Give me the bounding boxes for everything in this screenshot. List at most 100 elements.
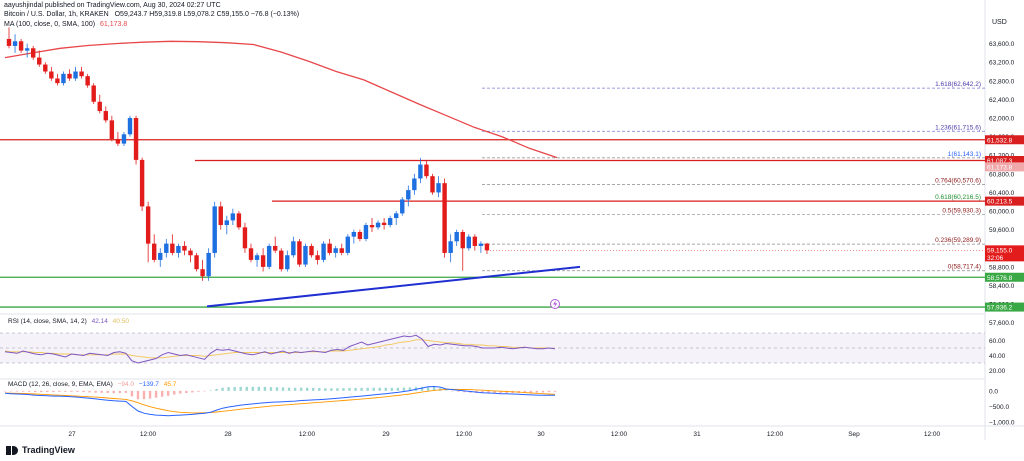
macd-histogram-bar [432, 386, 436, 391]
macd-histogram-bar [312, 387, 315, 391]
macd-histogram-bar [82, 390, 85, 393]
macd-histogram-bar [70, 390, 73, 392]
candle-body [351, 231, 357, 237]
time-tick-label: 28 [224, 431, 232, 438]
tradingview-brand: TradingView [6, 445, 75, 455]
macd-histogram-bar [251, 386, 255, 391]
candle-body [43, 64, 48, 72]
candle-body [31, 48, 36, 58]
candle-body [230, 213, 236, 221]
rsi-line [4, 334, 556, 364]
macd-histogram-bar [384, 387, 387, 391]
macd-histogram-bar [330, 388, 333, 391]
macd-value-3: 45.7 [163, 381, 177, 388]
macd-histogram-bar [124, 390, 128, 393]
price-tick-label: 58,400.0 [989, 283, 1015, 290]
macd-legend[interactable]: MACD (12, 26, close, 9, EMA, EMA) −94.0 … [8, 381, 176, 388]
price-tick-label: 63,600.0 [989, 41, 1015, 48]
candle-body [466, 236, 471, 249]
candle-body [321, 243, 326, 260]
brand-label: TradingView [22, 445, 75, 455]
macd-histogram-bar [553, 390, 557, 392]
macd-value-1: −94.0 [117, 381, 135, 388]
support-2-tag-label: 57,936.2 [987, 305, 1013, 312]
candle-body [442, 183, 447, 253]
macd-histogram-bar [529, 390, 533, 393]
candle-body [327, 243, 332, 253]
macd-histogram-bar [3, 390, 7, 392]
candle-body [67, 73, 72, 79]
candle-body [333, 248, 338, 253]
time-tick-label: 12:00 [767, 431, 784, 438]
macd-histogram-bar [396, 387, 400, 391]
macd-histogram-bar [426, 386, 430, 391]
currency-label: USD [992, 19, 1007, 26]
candle-body [224, 220, 229, 226]
macd-histogram-bar [523, 390, 526, 393]
candle-body [37, 57, 42, 65]
macd-histogram-bar [9, 390, 13, 392]
candle-body [79, 71, 84, 77]
resistance-1-tag [985, 135, 1024, 145]
rsi-ma-line [4, 339, 556, 359]
rsi-tick-label: 40.00 [989, 353, 1006, 360]
macd-histogram-bar [221, 387, 224, 391]
fib-level-label: 1(61,143.1) [948, 151, 981, 158]
macd-histogram-bar [342, 388, 345, 391]
macd-histogram-bar [227, 387, 230, 391]
price-tick-label: 62,000.0 [989, 116, 1015, 123]
candle-body [115, 138, 121, 144]
fib-level-label: 1.618(62,642.2) [935, 81, 981, 88]
rsi-tick-label: 20.00 [989, 368, 1006, 375]
ma-price-tag [985, 162, 1024, 172]
macd-histogram-bar [275, 387, 279, 391]
macd-histogram-bar [239, 386, 242, 391]
macd-histogram-bar [46, 390, 49, 393]
rsi-tick-label: 60.00 [989, 338, 1006, 345]
tradingview-logo-icon [6, 445, 18, 455]
ma-100-line [4, 40, 558, 159]
candle-body [200, 269, 205, 277]
price-tick-label: 59,600.0 [989, 227, 1015, 234]
macd-histogram-bar [191, 390, 194, 393]
resistance-2-tag [985, 155, 1024, 165]
time-tick-label: 12:00 [924, 431, 941, 438]
candle-body [91, 85, 96, 102]
time-tick-label: 12:00 [456, 431, 473, 438]
ma-legend[interactable]: MA (100, close, 0, SMA, 100) 61,173.8 [4, 21, 127, 28]
macd-signal-line [4, 388, 556, 414]
fib-level-label: 0(58,717.4) [948, 264, 981, 271]
ohlc-values: O59,243.7 H59,319.8 L59,078.2 C59,155.0 … [114, 11, 300, 18]
candle-body [194, 255, 199, 270]
candle-body [85, 76, 90, 86]
fib-level-label: 0.236(59,289.9) [935, 237, 981, 244]
symbol-ohlc-line: Bitcoin / U.S. Dollar, 1h, KRAKEN O59,24… [4, 11, 299, 18]
macd-tick-label: −500.0 [989, 404, 1009, 411]
macd-histogram-bar [94, 390, 97, 393]
macd-histogram-bar [154, 390, 158, 398]
macd-histogram-bar [299, 387, 303, 391]
candle-body [12, 41, 18, 46]
macd-histogram-bar [445, 390, 448, 391]
candle-body [133, 118, 139, 160]
candle-body [18, 41, 24, 51]
candle-body [61, 73, 66, 84]
price-tick-label: 60,800.0 [989, 171, 1015, 178]
candle-body [212, 206, 217, 253]
macd-value-2: −139.7 [138, 381, 159, 388]
support-1-tag-label: 58,576.8 [987, 275, 1013, 282]
candle-body [176, 245, 181, 253]
macd-histogram-bar [100, 390, 103, 393]
candle-body [291, 241, 296, 256]
macd-histogram-bar [245, 386, 248, 391]
rsi-legend[interactable]: RSI (14, close, SMA, 14, 2) 42.14 40.50 [8, 318, 129, 325]
macd-histogram-bar [15, 390, 19, 392]
candle-body [303, 245, 308, 265]
candle-body [254, 255, 260, 260]
candle-body [73, 71, 78, 79]
candle-body [381, 222, 387, 226]
candle-body [182, 245, 187, 251]
candle-body [357, 231, 363, 239]
candle-body [109, 120, 115, 139]
